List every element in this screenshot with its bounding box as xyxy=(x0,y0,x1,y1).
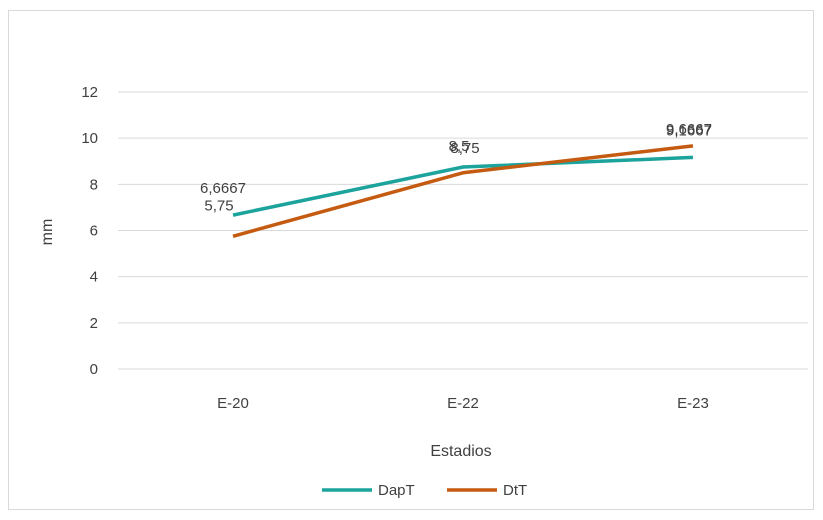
data-labels: 6,6667 8,75 9,1667 5,75 8,5 9,6667 xyxy=(200,121,712,214)
x-tick-label: E-20 xyxy=(217,395,249,412)
y-tick-label: 4 xyxy=(90,269,98,286)
series-line-dapt xyxy=(232,155,694,217)
y-tick-label: 8 xyxy=(90,176,98,193)
data-label-dapt: 8,75 xyxy=(450,140,479,157)
x-axis-title: Estadios xyxy=(430,443,491,460)
gridlines xyxy=(118,91,808,370)
x-tick-label: E-23 xyxy=(677,395,709,412)
chart-frame xyxy=(8,10,814,510)
series-line-dtt xyxy=(232,144,694,238)
x-axis-ticks: E-20 E-22 E-23 xyxy=(217,395,709,412)
data-label-dapt: 6,6667 xyxy=(200,180,246,197)
y-axis-ticks: 0 2 4 6 8 10 12 xyxy=(81,84,98,378)
legend-label-dtt: DtT xyxy=(503,482,527,499)
legend: DapT DtT xyxy=(322,482,527,499)
y-tick-label: 12 xyxy=(81,84,98,101)
x-tick-label: E-22 xyxy=(447,395,479,412)
data-label-dapt: 9,1667 xyxy=(666,122,712,139)
y-tick-label: 10 xyxy=(81,130,98,147)
legend-label-dapt: DapT xyxy=(378,482,415,499)
data-label-dtt: 9,6667 xyxy=(666,121,712,138)
y-tick-label: 0 xyxy=(90,361,98,378)
series-lines xyxy=(232,144,694,238)
data-label-dtt: 8,5 xyxy=(449,138,470,155)
y-tick-label: 2 xyxy=(90,315,98,332)
y-tick-label: 6 xyxy=(90,223,98,240)
y-axis-title: mm xyxy=(39,219,56,246)
data-label-dtt: 5,75 xyxy=(204,197,233,214)
